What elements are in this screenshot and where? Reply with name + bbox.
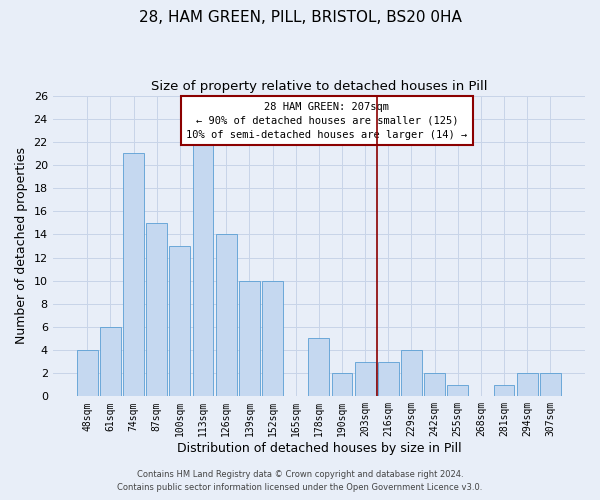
Bar [123, 154, 144, 396]
Bar [424, 373, 445, 396]
Bar [262, 280, 283, 396]
X-axis label: Distribution of detached houses by size in Pill: Distribution of detached houses by size … [176, 442, 461, 455]
Bar [401, 350, 422, 397]
Bar [100, 327, 121, 396]
Bar [540, 373, 561, 396]
Bar [332, 373, 352, 396]
Title: Size of property relative to detached houses in Pill: Size of property relative to detached ho… [151, 80, 487, 93]
Text: 28, HAM GREEN, PILL, BRISTOL, BS20 0HA: 28, HAM GREEN, PILL, BRISTOL, BS20 0HA [139, 10, 461, 25]
Bar [193, 142, 214, 397]
Y-axis label: Number of detached properties: Number of detached properties [15, 148, 28, 344]
Bar [77, 350, 98, 397]
Bar [169, 246, 190, 396]
Bar [517, 373, 538, 396]
Bar [216, 234, 236, 396]
Bar [378, 362, 399, 396]
Bar [355, 362, 376, 396]
Bar [146, 223, 167, 396]
Text: 28 HAM GREEN: 207sqm
← 90% of detached houses are smaller (125)
10% of semi-deta: 28 HAM GREEN: 207sqm ← 90% of detached h… [186, 102, 467, 140]
Bar [239, 280, 260, 396]
Bar [308, 338, 329, 396]
Bar [494, 385, 514, 396]
Text: Contains HM Land Registry data © Crown copyright and database right 2024.
Contai: Contains HM Land Registry data © Crown c… [118, 470, 482, 492]
Bar [448, 385, 468, 396]
